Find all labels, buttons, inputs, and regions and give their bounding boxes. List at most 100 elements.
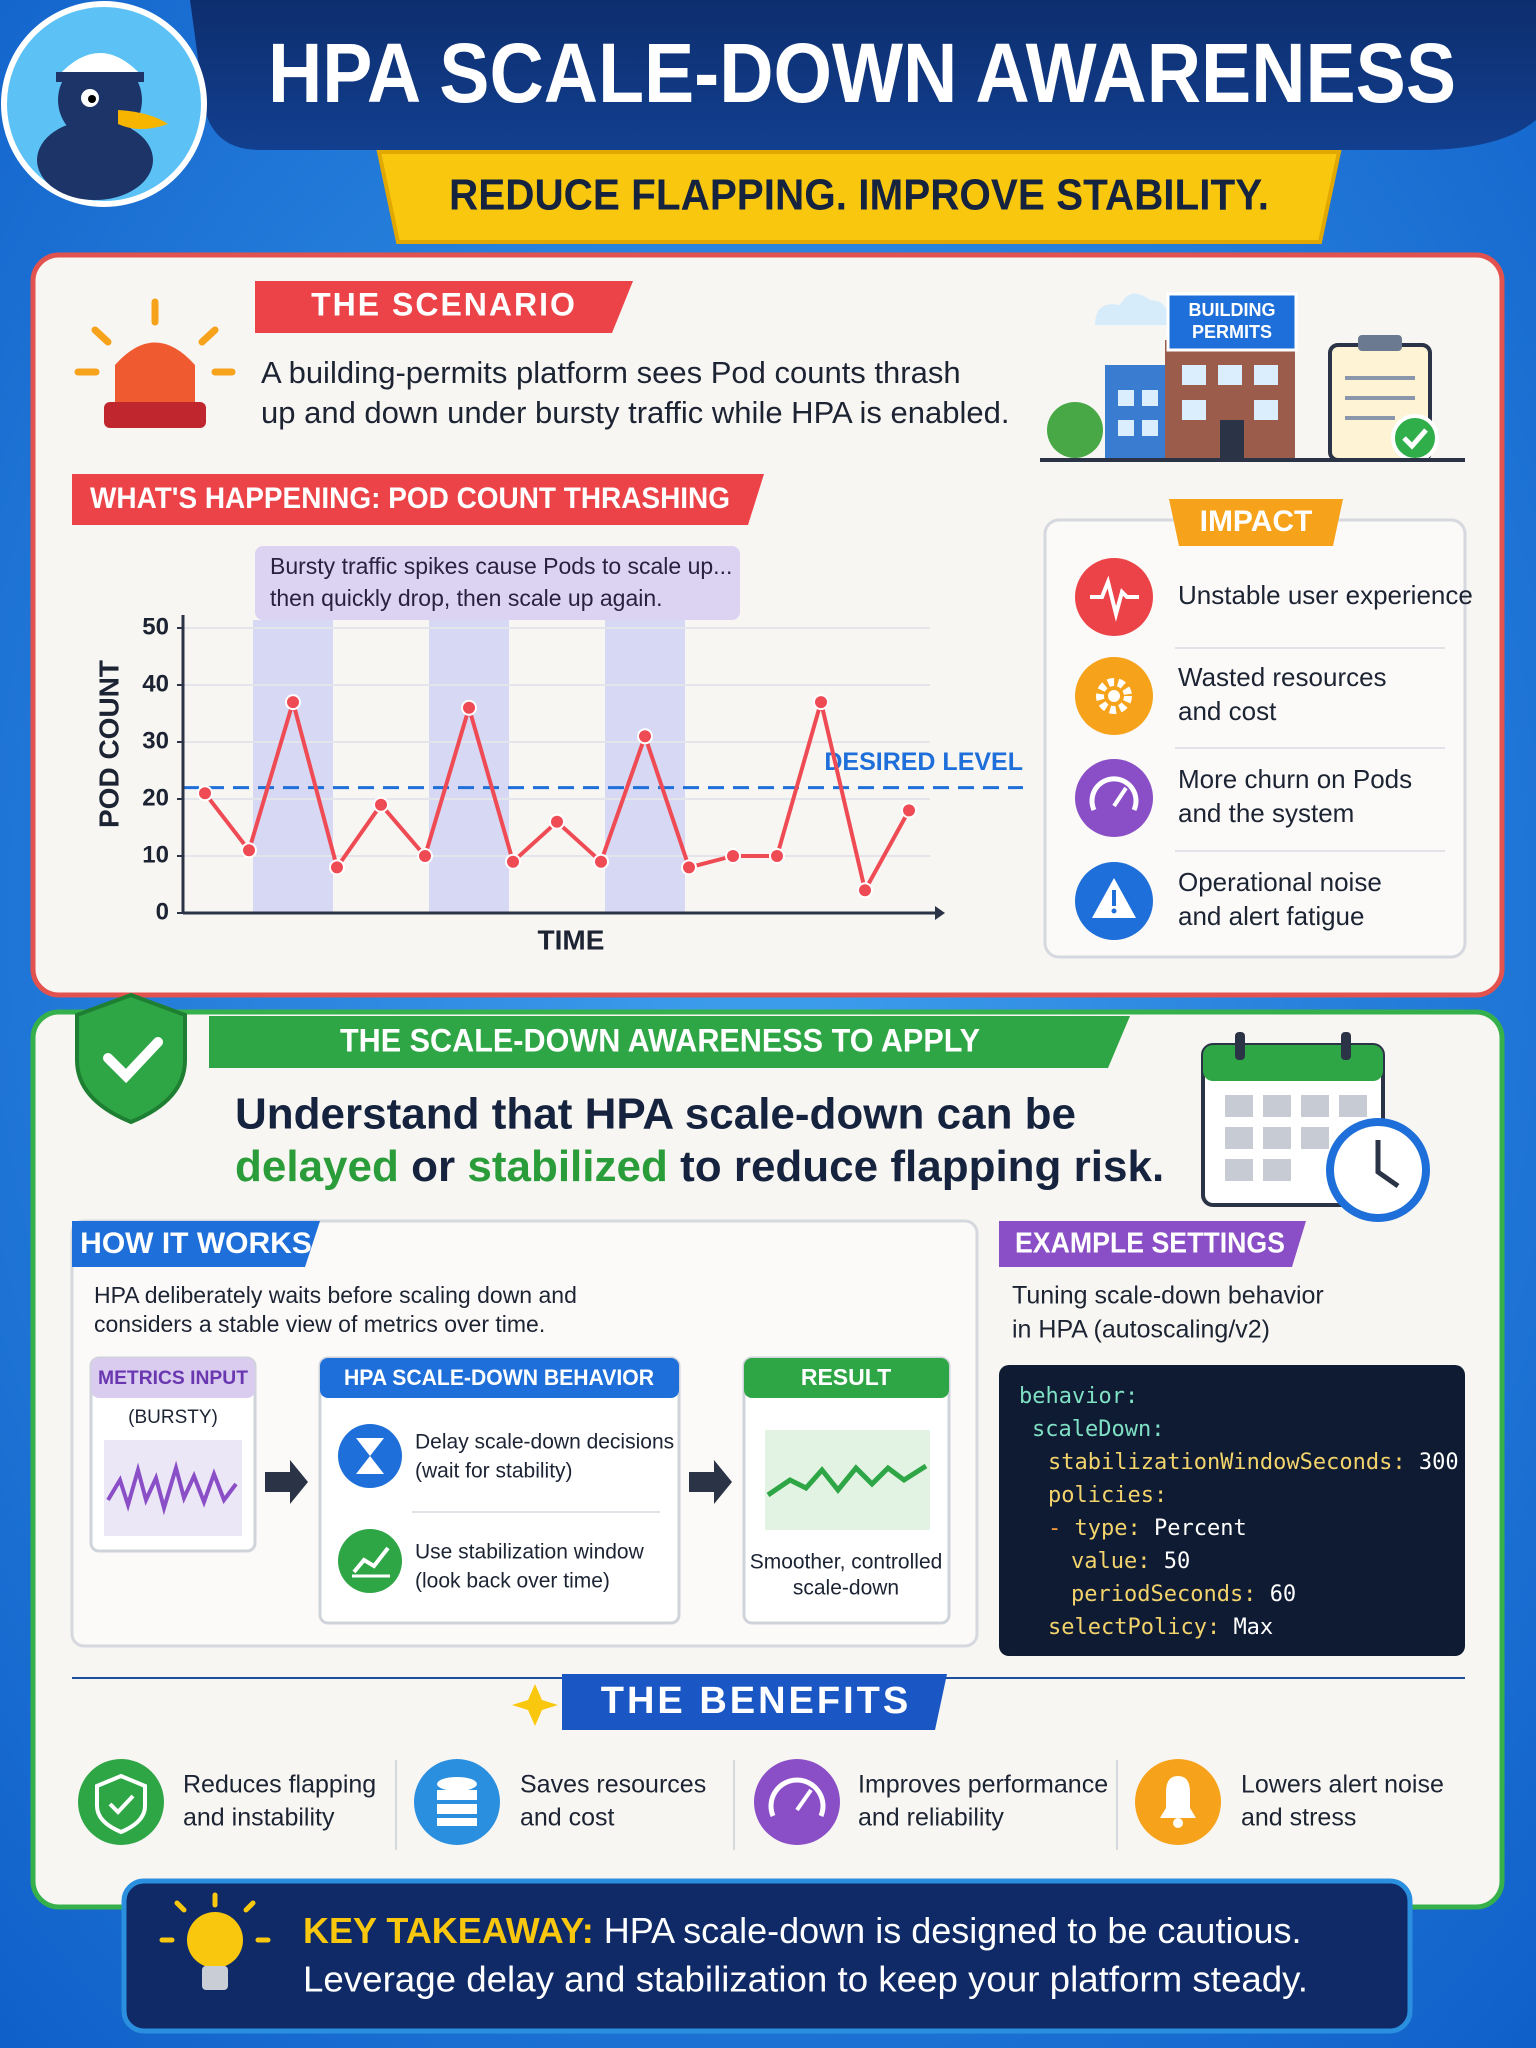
decoration	[1341, 1032, 1351, 1060]
decoration	[1142, 390, 1158, 406]
decoration	[115, 342, 195, 402]
decoration	[1175, 647, 1445, 852]
code-line: scaleDown:	[1032, 1417, 1164, 1442]
behavior-header	[320, 1358, 679, 1398]
siren-icon	[74, 298, 236, 428]
scenario-text: up and down under bursty traffic while H…	[261, 395, 1009, 430]
code-line: value: 50	[1071, 1549, 1190, 1574]
data-point	[329, 859, 345, 876]
decoration	[414, 1759, 500, 1845]
decoration	[75, 992, 187, 1125]
decoration	[1358, 335, 1402, 351]
decoration	[437, 1790, 477, 1800]
benefit-text: and cost	[520, 1804, 615, 1832]
decoration	[58, 53, 142, 76]
shield-icon	[75, 992, 187, 1125]
benefit-text: Improves performance	[858, 1771, 1108, 1799]
decoration	[1075, 558, 1153, 636]
statement-part: or	[411, 1142, 455, 1191]
decoration	[1075, 759, 1153, 837]
code-key: value:	[1071, 1549, 1150, 1574]
benefit-text: Saves resources	[520, 1771, 706, 1799]
decoration	[338, 1424, 402, 1488]
decoration	[1096, 678, 1132, 714]
decoration	[1182, 365, 1206, 385]
decoration	[174, 1900, 187, 1913]
takeaway-label: KEY TAKEAWAY:	[303, 1910, 594, 1951]
decoration	[1203, 1045, 1383, 1081]
subtitle-banner	[376, 150, 1342, 244]
decoration	[108, 1794, 135, 1815]
data-point	[549, 813, 565, 830]
result-text: Smoother, controlled	[750, 1551, 943, 1574]
title: HPA SCALE-DOWN AWARENESS	[268, 26, 1456, 120]
impact-text: More churn on Pods	[1178, 764, 1412, 794]
decoration	[437, 1804, 477, 1814]
code-key: scaleDown:	[1032, 1417, 1164, 1442]
takeaway-text: KEY TAKEAWAY: HPA scale-down is designed…	[303, 1910, 1302, 1951]
x-axis-label: TIME	[538, 924, 605, 955]
subtitle: REDUCE FLAPPING. IMPROVE STABILITY.	[449, 171, 1269, 220]
decoration	[1220, 420, 1244, 460]
data-point	[461, 699, 477, 716]
decoration	[395, 1760, 1118, 1850]
decoration	[1160, 1776, 1196, 1818]
metrics-subtitle: (BURSTY)	[128, 1407, 218, 1428]
data-point	[769, 848, 785, 864]
metrics-header	[91, 1358, 255, 1398]
decoration	[37, 120, 153, 200]
decoration	[766, 1463, 928, 1498]
decoration	[1263, 1127, 1291, 1149]
impact-text: Wasted resources	[1178, 662, 1387, 692]
result-text: scale-down	[793, 1577, 899, 1600]
decoration	[1090, 575, 1139, 622]
how-text: considers a stable view of metrics over …	[94, 1311, 545, 1337]
decoration	[198, 326, 219, 346]
decoration	[243, 1900, 256, 1913]
decoration	[159, 1892, 271, 1943]
decoration	[356, 1438, 384, 1474]
annotation: Bursty traffic spikes cause Pods to scal…	[270, 553, 732, 579]
code-key: behavior:	[1019, 1384, 1138, 1409]
building-illustration	[1040, 292, 1465, 462]
benefits-title: THE BENEFITS	[601, 1680, 911, 1722]
behavior-text: (look back over time)	[415, 1570, 610, 1593]
result-header	[744, 1358, 949, 1398]
bursty-sparkline	[104, 1440, 242, 1536]
settings-tag	[999, 1221, 1306, 1267]
header-band	[190, 0, 1536, 150]
scenario-tag-text: THE SCENARIO	[311, 286, 577, 322]
code-value: Max	[1233, 1615, 1273, 1640]
decoration	[429, 620, 509, 913]
calendar-icon	[1201, 1032, 1430, 1222]
decoration	[754, 1759, 840, 1845]
takeaway-box	[121, 1878, 1413, 2034]
y-tick-label: 20	[142, 784, 169, 811]
decoration	[1301, 1095, 1329, 1117]
decoration	[1108, 690, 1120, 702]
data-point	[637, 728, 653, 745]
code-line: - type: Percent	[1048, 1516, 1247, 1541]
code-key: policies:	[1048, 1483, 1167, 1508]
sign-text: BUILDING	[1189, 300, 1276, 320]
behavior-icons	[338, 1424, 660, 1593]
decoration	[1391, 414, 1439, 462]
code-key: stabilizationWindowSeconds:	[1048, 1450, 1406, 1475]
decoration	[1089, 776, 1139, 812]
decoration	[104, 402, 206, 428]
statement: delayed or stabilized to reduce flapping…	[235, 1142, 1164, 1191]
annotation: then quickly drop, then scale up again.	[270, 585, 663, 611]
reference-label: DESIRED LEVEL	[824, 748, 1023, 776]
code-block: behavior: scaleDown: stabilizationWindowSe…	[1019, 1384, 1459, 1640]
decoration	[795, 1788, 813, 1812]
sign-text: PERMITS	[1192, 322, 1272, 342]
how-tag	[72, 1221, 320, 1267]
decoration	[1118, 390, 1134, 406]
code-value: 300	[1419, 1450, 1459, 1475]
decoration	[1225, 1159, 1253, 1181]
awareness-tag	[209, 1016, 1130, 1068]
benefit-text: and reliability	[858, 1804, 1004, 1832]
chart-title-tag	[72, 474, 764, 525]
decoration	[605, 620, 685, 913]
